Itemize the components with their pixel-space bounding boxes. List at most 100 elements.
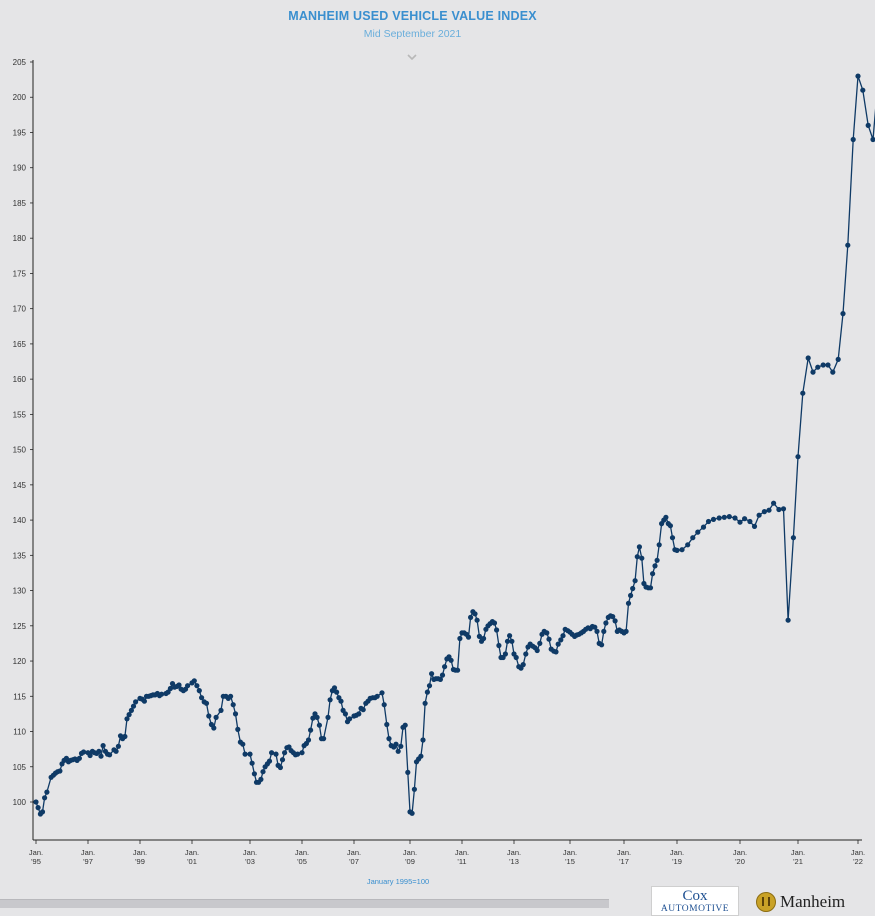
- data-point: [269, 750, 275, 756]
- x-tick-label: Jan.: [851, 848, 865, 857]
- data-point: [331, 685, 338, 691]
- data-point: [612, 618, 618, 624]
- x-tick-label: Jan.: [295, 848, 309, 857]
- data-point: [347, 716, 353, 722]
- x-tick-label: '13: [509, 857, 519, 866]
- data-point: [33, 799, 39, 805]
- data-point: [282, 750, 288, 756]
- data-point: [726, 514, 732, 520]
- data-point: [537, 640, 543, 647]
- data-point: [630, 585, 636, 592]
- data-point: [420, 737, 426, 743]
- x-tick-label: Jan.: [29, 848, 43, 857]
- data-point: [424, 689, 430, 695]
- data-point: [334, 689, 340, 695]
- x-tick-label: '03: [245, 857, 255, 866]
- data-point: [409, 810, 415, 816]
- series-layer: [33, 73, 875, 817]
- data-point: [594, 628, 600, 635]
- y-tick-label: 105: [13, 763, 27, 772]
- data-point: [721, 514, 727, 520]
- data-point: [251, 771, 257, 777]
- x-tick-label: '22: [853, 857, 863, 866]
- data-point: [426, 683, 433, 689]
- data-point: [113, 748, 119, 754]
- x-tick-label: Jan.: [563, 848, 577, 857]
- data-point: [700, 524, 707, 530]
- x-tick-label: Jan.: [403, 848, 417, 857]
- data-point: [780, 506, 787, 512]
- y-tick-label: 185: [13, 199, 27, 208]
- data-point: [601, 628, 607, 635]
- data-point: [126, 712, 132, 718]
- data-point: [747, 518, 753, 525]
- data-point: [592, 624, 598, 630]
- y-tick-label: 140: [13, 516, 27, 525]
- data-point: [338, 698, 344, 704]
- data-point: [96, 748, 102, 754]
- data-point: [766, 507, 772, 513]
- data-point: [560, 633, 566, 639]
- data-point: [402, 722, 408, 728]
- data-point: [176, 682, 182, 688]
- data-point: [455, 667, 461, 673]
- data-point: [232, 711, 239, 717]
- x-tick-label: Jan.: [243, 848, 257, 857]
- x-tick-label: '20: [735, 857, 745, 866]
- data-point: [674, 547, 680, 554]
- data-point: [632, 578, 638, 584]
- data-point: [122, 733, 128, 740]
- x-tick-label: '17: [619, 857, 629, 866]
- data-point: [496, 642, 502, 649]
- data-point: [553, 649, 559, 655]
- data-point: [386, 736, 392, 742]
- data-point: [690, 535, 696, 541]
- data-point: [185, 683, 191, 689]
- y-tick-label: 100: [13, 798, 27, 807]
- data-point: [776, 506, 782, 513]
- data-point: [228, 693, 234, 699]
- data-point: [654, 557, 660, 563]
- data-point: [218, 707, 224, 714]
- x-tick-label: '11: [457, 857, 466, 866]
- data-point: [342, 711, 348, 717]
- data-point: [667, 523, 674, 529]
- data-point: [314, 714, 320, 721]
- x-tick-label: Jan.: [455, 848, 469, 857]
- data-point: [656, 542, 662, 548]
- chart-subtitle: Mid September 2021: [363, 28, 462, 40]
- data-point: [855, 73, 861, 79]
- x-tick-label: '07: [349, 857, 359, 866]
- data-point: [115, 743, 121, 749]
- data-point: [710, 516, 717, 523]
- y-tick-label: 135: [13, 551, 27, 560]
- data-point: [277, 764, 283, 771]
- data-point: [523, 651, 529, 657]
- data-point: [379, 690, 385, 696]
- manheim-emblem-icon: [756, 892, 776, 912]
- data-point: [159, 691, 165, 697]
- data-point: [669, 535, 676, 541]
- data-point: [130, 703, 137, 709]
- data-point: [199, 695, 205, 701]
- chart-axes: 100 105 110 115 120 125 130 135 140 145 150 155 160 1…: [13, 58, 865, 866]
- x-tick-label: '97: [83, 857, 93, 866]
- data-point: [260, 769, 266, 775]
- data-point: [384, 721, 390, 728]
- x-tick-label: '95: [31, 857, 41, 866]
- y-tick-label: 170: [13, 305, 27, 314]
- data-point: [476, 633, 482, 640]
- data-point: [418, 753, 424, 759]
- manheim-logo: Manheim: [756, 891, 845, 913]
- automotive-logo-text: AUTOMOTIVE: [660, 904, 730, 914]
- data-point: [815, 364, 821, 370]
- data-point: [213, 714, 219, 721]
- data-point: [316, 722, 322, 728]
- horizontal-scrollbar[interactable]: [0, 899, 609, 908]
- data-point: [558, 637, 564, 643]
- data-point: [457, 635, 463, 642]
- data-point: [128, 707, 134, 714]
- data-point: [203, 700, 210, 706]
- x-tick-label: '09: [405, 857, 415, 866]
